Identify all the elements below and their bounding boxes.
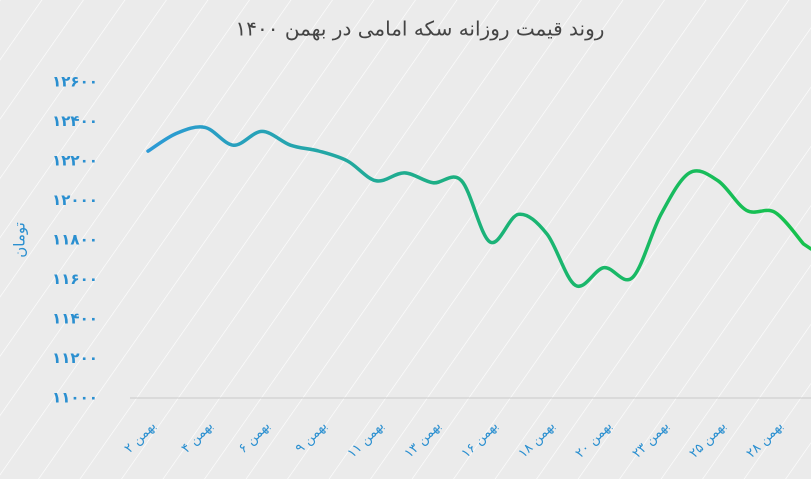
y-tick-label: ۱۱۰۰۰ <box>52 389 98 407</box>
y-axis-label: تومان <box>11 222 29 258</box>
y-tick-label: ۱۱۴۰۰ <box>52 310 98 328</box>
chart-title: روند قیمت روزانه سکه امامی در بهمن ۱۴۰۰ <box>236 17 605 41</box>
y-tick-label: ۱۲۰۰۰ <box>52 191 98 209</box>
y-tick-label: ۱۲۴۰۰ <box>52 112 98 130</box>
line-series <box>146 125 811 289</box>
y-tick-label: ۱۱۲۰۰ <box>52 349 98 367</box>
y-tick-label: ۱۱۸۰۰ <box>52 231 98 249</box>
y-tick-label: ۱۱۶۰۰ <box>52 270 98 288</box>
y-tick-label: ۱۲۲۰۰ <box>52 152 98 170</box>
y-tick-label: ۱۲۶۰۰ <box>52 73 98 91</box>
